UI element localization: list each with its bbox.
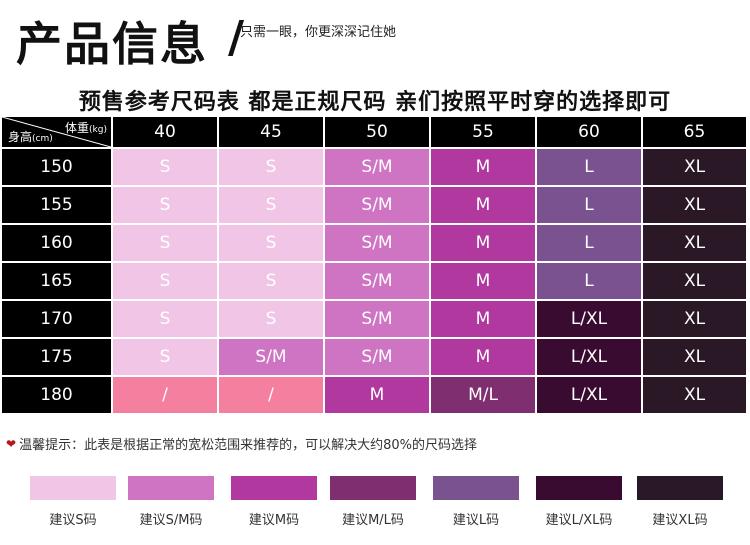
size-cell: XL: [643, 187, 746, 223]
weight-header-cell: 40: [113, 117, 217, 147]
legend-swatch: [30, 476, 116, 500]
size-cell: S/M: [325, 187, 429, 223]
legend-label: 建议S/M码: [139, 513, 203, 528]
size-cell: L/XL: [537, 339, 641, 375]
weight-header-cell: 55: [431, 117, 535, 147]
height-header-cell: 160: [2, 225, 111, 261]
size-cell: S: [113, 339, 217, 375]
size-cell: /: [219, 377, 323, 413]
height-header-cell: 150: [2, 149, 111, 185]
tagline: 只需一眼，你更深深记住她: [240, 25, 397, 40]
legend-item: 建议XL码: [637, 476, 723, 528]
legend-item: 建议M码: [231, 476, 317, 528]
size-cell: L/XL: [537, 377, 641, 413]
height-header-cell: 165: [2, 263, 111, 299]
weight-header-cell: 60: [537, 117, 641, 147]
legend-item: 建议S/M码: [128, 476, 214, 528]
size-cell: XL: [643, 377, 746, 413]
size-cell: L: [537, 187, 641, 223]
size-cell: M: [431, 263, 535, 299]
height-header-cell: 180: [2, 377, 111, 413]
legend-label: 建议L码: [452, 513, 500, 528]
size-cell: M: [325, 377, 429, 413]
size-cell: S: [219, 301, 323, 337]
size-cell: /: [113, 377, 217, 413]
size-cell: S: [219, 225, 323, 261]
tip-note: ❤ 温馨提示：此表是根据正常的宽松范围来推荐的，可以解决大约80%的尺码选择: [6, 434, 477, 454]
size-cell: S/M: [325, 225, 429, 261]
size-cell: S: [113, 187, 217, 223]
legend-item: 建议S码: [30, 476, 116, 528]
page-title: 产品信息: [16, 17, 208, 71]
size-cell: M: [431, 149, 535, 185]
size-cell: S: [219, 187, 323, 223]
title-separator: /: [228, 12, 245, 63]
tip-text: 温馨提示：此表是根据正常的宽松范围来推荐的，可以解决大约80%的尺码选择: [19, 438, 477, 453]
legend-item: 建议M/L码: [330, 476, 416, 528]
size-cell: M: [431, 339, 535, 375]
size-cell: S/M: [325, 263, 429, 299]
height-unit: (cm): [32, 134, 53, 144]
legend-swatch: [128, 476, 214, 500]
weight-header-cell: 65: [643, 117, 746, 147]
legend-label: 建议M/L码: [342, 513, 404, 528]
weight-header-cell: 50: [325, 117, 429, 147]
size-cell: S: [219, 149, 323, 185]
size-cell: XL: [643, 263, 746, 299]
size-cell: M/L: [431, 377, 535, 413]
height-axis-label: 身高(cm): [8, 128, 53, 145]
weight-axis-label: 体重(kg): [65, 119, 107, 136]
size-cell: S: [219, 263, 323, 299]
legend-label: 建议S码: [49, 513, 97, 528]
subtitle: 预售参考尺码表 都是正规尺码 亲们按照平时穿的选择即可: [78, 90, 672, 115]
size-cell: S/M: [219, 339, 323, 375]
height-label-text: 身高: [8, 130, 33, 144]
size-cell: L/XL: [537, 301, 641, 337]
size-cell: M: [431, 301, 535, 337]
legend-label: 建议XL码: [652, 513, 708, 528]
size-cell: S: [113, 225, 217, 261]
legend-swatch: [536, 476, 622, 500]
size-cell: S/M: [325, 301, 429, 337]
size-cell: M: [431, 225, 535, 261]
size-cell: M: [431, 187, 535, 223]
weight-header-cell: 45: [219, 117, 323, 147]
size-cell: XL: [643, 225, 746, 261]
legend-swatch: [637, 476, 723, 500]
size-cell: S: [113, 149, 217, 185]
size-cell: L: [537, 149, 641, 185]
corner-header-cell: 体重(kg) 身高(cm): [2, 117, 111, 147]
legend-swatch: [231, 476, 317, 500]
size-cell: L: [537, 225, 641, 261]
height-header-cell: 175: [2, 339, 111, 375]
size-cell: XL: [643, 301, 746, 337]
legend-item: 建议L/XL码: [536, 476, 622, 528]
height-header-cell: 155: [2, 187, 111, 223]
legend-swatch: [433, 476, 519, 500]
legend-label: 建议M码: [248, 513, 300, 528]
size-cell: L: [537, 263, 641, 299]
heart-icon: ❤: [6, 436, 17, 451]
size-cell: XL: [643, 149, 746, 185]
size-cell: S: [113, 263, 217, 299]
height-header-cell: 170: [2, 301, 111, 337]
corner-diagonal-line: [2, 117, 111, 147]
size-cell: S/M: [325, 149, 429, 185]
legend-item: 建议L码: [433, 476, 519, 528]
size-cell: S/M: [325, 339, 429, 375]
size-cell: XL: [643, 339, 746, 375]
weight-unit: (kg): [89, 125, 107, 135]
weight-label-text: 体重: [65, 121, 90, 135]
legend-label: 建议L/XL码: [545, 513, 613, 528]
size-chart-table: 体重(kg) 身高(cm) 40 45 50 55 60 65 150 S S S/M M L XL 155 S…: [2, 117, 748, 423]
legend-swatch: [330, 476, 416, 500]
size-cell: S: [113, 301, 217, 337]
